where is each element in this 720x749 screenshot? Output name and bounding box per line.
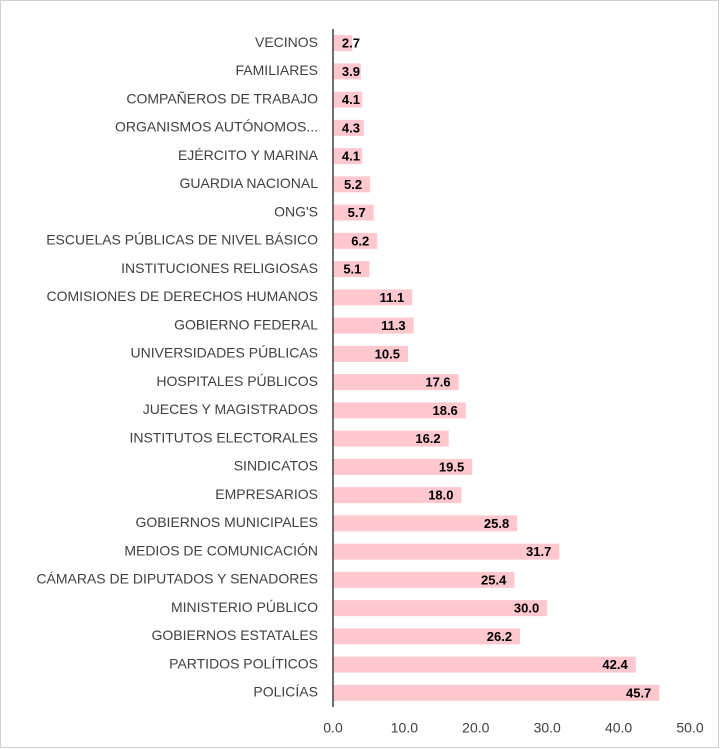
bar (333, 289, 413, 306)
y-tick-label: ORGANISMOS AUTÓNOMOS... (115, 119, 318, 135)
x-tick-label: 10.0 (391, 720, 418, 736)
bar (333, 176, 371, 193)
value-label: 30.0 (514, 601, 539, 616)
bar (333, 91, 363, 108)
bar (333, 317, 414, 334)
x-tick-label: 40.0 (605, 720, 632, 736)
value-label: 18.6 (432, 403, 457, 418)
bar (333, 487, 462, 504)
y-tick-label: JUECES Y MAGISTRADOS (143, 401, 318, 417)
bar (333, 600, 548, 617)
value-label: 11.1 (380, 290, 405, 305)
y-tick-label: PARTIDOS POLÍTICOS (169, 655, 318, 671)
bar (333, 684, 660, 701)
y-tick-label: ESCUELAS PÚBLICAS DE NIVEL BÁSICO (46, 232, 318, 248)
bar (333, 515, 518, 532)
bar (333, 204, 374, 221)
bar (333, 430, 449, 447)
y-tick-label: CÁMARAS DE DIPUTADOS Y SENADORES (36, 571, 318, 587)
y-tick-label: EJÉRCITO Y MARINA (178, 147, 319, 163)
x-tick-label: 50.0 (676, 720, 703, 736)
y-tick-label: HOSPITALES PÚBLICOS (156, 373, 318, 389)
y-tick-label: EMPRESARIOS (215, 486, 318, 502)
bar (333, 543, 560, 560)
bar (333, 656, 636, 673)
bar (333, 374, 459, 391)
x-tick-label: 30.0 (534, 720, 561, 736)
bar (333, 345, 408, 362)
y-tick-label: GOBIERNOS ESTATALES (152, 627, 318, 643)
value-label: 31.7 (526, 544, 551, 559)
value-label: 4.1 (342, 149, 360, 164)
bar (333, 63, 361, 80)
bar (333, 261, 370, 278)
bar (333, 232, 378, 249)
value-label: 17.6 (425, 375, 450, 390)
y-tick-label: GOBIERNO FEDERAL (174, 316, 318, 332)
value-label: 4.3 (342, 120, 360, 135)
bar (333, 35, 353, 52)
y-tick-label: GOBIERNOS MUNICIPALES (135, 514, 318, 530)
y-tick-label: MEDIOS DE COMUNICACIÓN (124, 542, 318, 558)
y-tick-label: GUARDIA NACIONAL (180, 175, 319, 191)
x-tick-label: 0.0 (323, 720, 343, 736)
bar (333, 119, 364, 136)
y-tick-label: ONG'S (274, 203, 318, 219)
value-label: 26.2 (487, 629, 512, 644)
value-label: 25.8 (484, 516, 509, 531)
y-tick-label: UNIVERSIDADES PÚBLICAS (131, 345, 319, 361)
y-tick-label: POLICÍAS (253, 684, 318, 700)
value-label: 11.3 (381, 318, 406, 333)
value-label: 42.4 (602, 657, 628, 672)
value-label: 5.7 (348, 205, 366, 220)
y-tick-label: FAMILIARES (236, 62, 318, 78)
bar (333, 402, 466, 419)
bar (333, 148, 363, 165)
y-tick-label: SINDICATOS (234, 458, 318, 474)
bar (333, 628, 521, 645)
x-tick-label: 20.0 (462, 720, 489, 736)
y-tick-label: INSTITUCIONES RELIGIOSAS (121, 260, 318, 276)
value-label: 5.1 (343, 262, 361, 277)
bar (333, 458, 473, 475)
bar (333, 571, 515, 588)
y-tick-label: COMPAÑEROS DE TRABAJO (126, 90, 318, 106)
y-tick-label: VECINOS (255, 34, 318, 50)
value-label: 5.2 (344, 177, 362, 192)
value-label: 6.2 (351, 233, 369, 248)
value-label: 16.2 (415, 431, 440, 446)
value-label: 3.9 (342, 64, 360, 79)
value-label: 25.4 (481, 572, 507, 587)
value-label: 18.0 (428, 488, 453, 503)
y-tick-label: MINISTERIO PÚBLICO (171, 599, 318, 615)
value-label: 2.7 (342, 36, 360, 51)
y-tick-label: INSTITUTOS ELECTORALES (129, 429, 318, 445)
y-tick-label: COMISIONES DE DERECHOS HUMANOS (47, 288, 318, 304)
value-label: 19.5 (439, 459, 464, 474)
value-label: 45.7 (626, 685, 651, 700)
value-label: 4.1 (342, 92, 360, 107)
value-label: 10.5 (375, 346, 400, 361)
